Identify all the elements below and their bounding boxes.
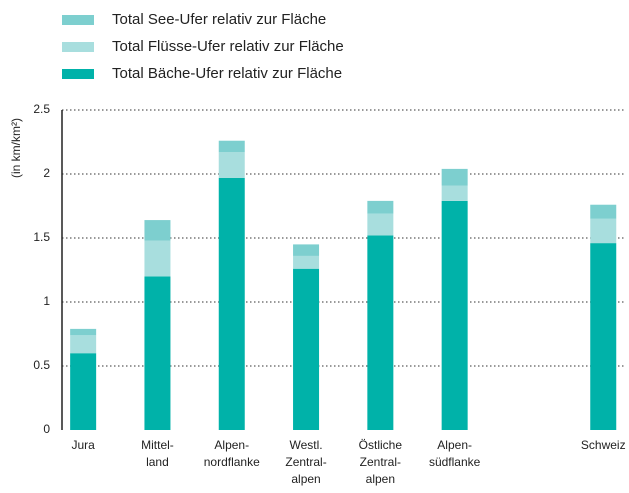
x-tick-line: Jura [71,438,95,452]
x-tick-line: Östliche [359,438,403,452]
bar-segment [367,235,394,430]
legend-swatch [62,69,94,79]
x-tick-line: alpen [291,472,320,486]
bar-segment [590,218,617,244]
bar-segment [590,243,617,430]
bar-segment [70,353,97,430]
legend-swatch [62,15,94,25]
bar-segment [218,152,245,178]
x-tick-line: Alpen- [437,438,472,452]
bar-segment [144,240,171,277]
x-tick-label: Jura [71,438,95,452]
y-tick-label: 2 [43,166,50,180]
y-axis-label: (in km/km²) [9,118,23,178]
x-tick-label: Östliche Zentral-alpen [359,438,403,486]
y-tick-label: 1.5 [33,230,50,244]
bar-segment [293,255,320,269]
x-tick-label: Alpen-südflanke [429,438,481,469]
x-tick-line: Zentral- [285,455,326,469]
x-tick-label: Alpen-nordflanke [204,438,260,469]
bar-segment [70,328,97,336]
legend-swatch [62,42,94,52]
x-tick-line: nordflanke [204,455,260,469]
x-tick-line: alpen [366,472,395,486]
bar-segment [441,185,468,201]
x-tick-label: Mittel-land [141,438,174,469]
y-tick-label: 0 [43,422,50,436]
bar-segment [441,200,468,430]
x-tick-line: Zentral- [360,455,401,469]
x-tick-line: Schweiz [581,438,626,452]
x-tick-label: Westl. Zentral-alpen [285,438,326,486]
bar-segment [367,200,394,214]
y-tick-label: 1 [43,294,50,308]
bar-segment [367,213,394,236]
bar-segment [293,244,320,256]
bar-segment [70,335,97,354]
legend-label: Total See-Ufer relativ zur Fläche [112,11,326,28]
x-tick-label: Schweiz [581,438,626,452]
bar-segment [144,220,171,241]
bar-segment [590,204,617,219]
x-tick-line: land [146,455,169,469]
bar-segment [218,177,245,430]
y-tick-label: 2.5 [33,102,50,116]
legend-label: Total Bäche-Ufer relativ zur Fläche [112,65,342,82]
bar-segment [441,168,468,186]
y-tick-label: 0.5 [33,358,50,372]
bar-segment [144,276,171,430]
x-tick-line: südflanke [429,455,481,469]
bar-segment [293,268,320,430]
x-tick-line: Alpen- [214,438,249,452]
x-tick-line: Westl. [289,438,322,452]
x-tick-line: Mittel- [141,438,174,452]
legend-label: Total Flüsse-Ufer relativ zur Fläche [112,38,344,55]
bar-segment [218,140,245,153]
